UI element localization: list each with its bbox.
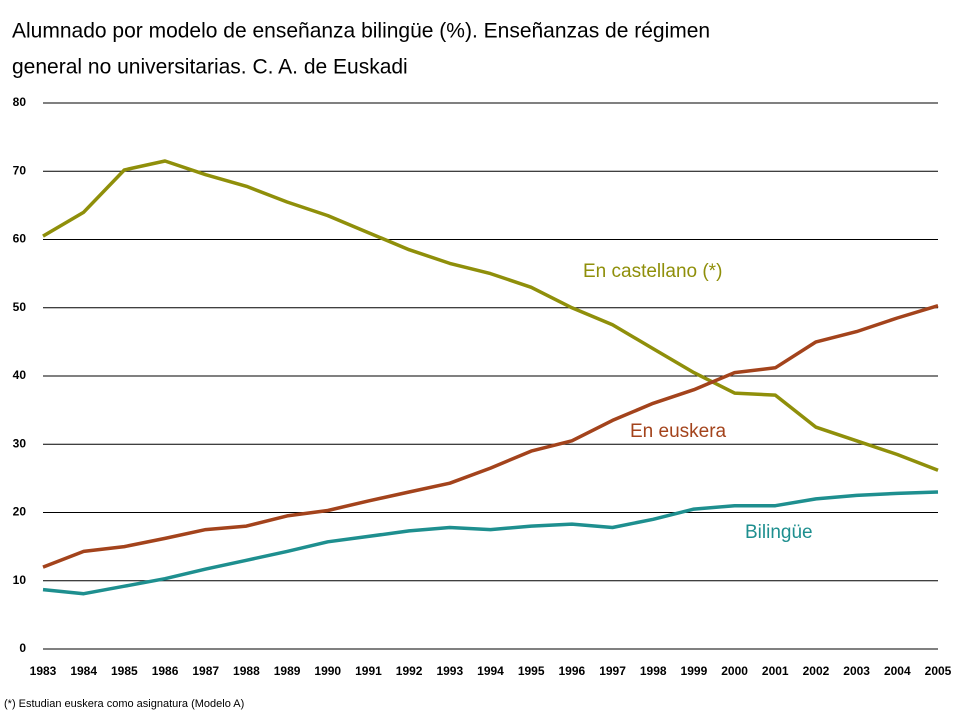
x-tick-label: 2003 [843,664,870,678]
x-tick-label: 1999 [681,664,708,678]
y-tick-label: 60 [13,232,27,246]
x-tick-label: 1985 [111,664,138,678]
x-tick-label: 1998 [640,664,667,678]
x-tick-label: 2005 [925,664,952,678]
x-tick-label: 1997 [599,664,626,678]
x-tick-label: 1988 [233,664,260,678]
y-tick-label: 0 [19,641,26,655]
x-tick-label: 2001 [762,664,789,678]
x-tick-label: 1996 [559,664,586,678]
y-tick-label: 40 [13,368,27,382]
series-label: En euskera [630,421,727,442]
x-tick-label: 1986 [152,664,179,678]
series-line [42,304,939,569]
series-line [42,490,939,596]
x-tick-label: 1990 [314,664,341,678]
chart-title: general no universitarias. C. A. de Eusk… [12,56,408,79]
x-tick-label: 1989 [274,664,301,678]
x-tick-label: 1994 [477,664,504,678]
series-line [42,159,939,472]
y-tick-label: 30 [13,436,27,450]
x-tick-label: 2000 [721,664,748,678]
x-tick-label: 1984 [70,664,97,678]
x-tick-label: 1995 [518,664,545,678]
series-label: Bilingüe [745,522,813,543]
series-label: En castellano (*) [583,261,722,282]
x-tick-label: 2004 [884,664,911,678]
y-tick-label: 20 [13,505,27,519]
x-tick-label: 1987 [192,664,219,678]
y-tick-label: 70 [13,163,27,177]
chart-title: Alumnado por modelo de enseñanza bilingü… [12,20,710,43]
x-tick-label: 1992 [396,664,423,678]
x-tick-label: 2002 [803,664,830,678]
footnote: (*) Estudian euskera como asignatura (Mo… [4,698,244,710]
y-tick-label: 50 [13,300,27,314]
x-tick-label: 1993 [436,664,463,678]
x-tick-label: 1991 [355,664,382,678]
y-tick-label: 80 [13,95,27,109]
x-tick-label: 1983 [30,664,57,678]
y-tick-label: 10 [13,573,27,587]
